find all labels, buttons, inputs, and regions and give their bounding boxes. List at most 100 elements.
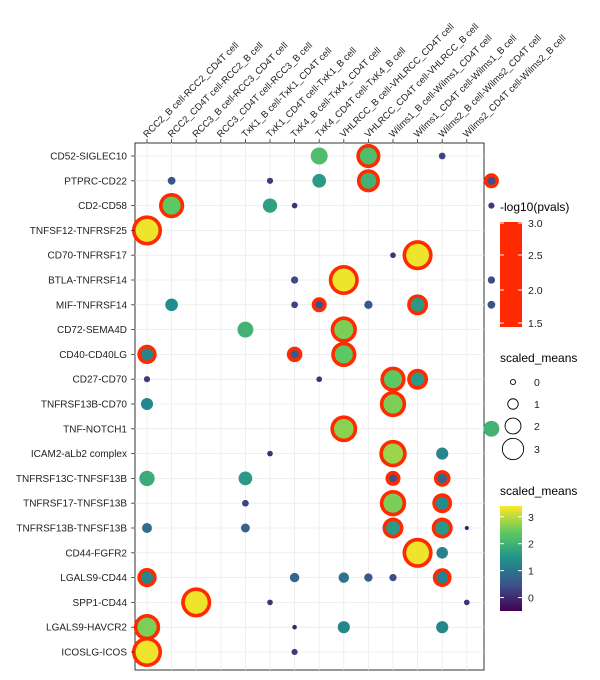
data-point [410,372,425,387]
legend-size-symbol [504,417,522,435]
data-point [487,176,496,185]
legend-size-label: 3 [534,444,540,456]
data-point [389,474,397,483]
data-point [337,621,350,634]
data-point [315,300,324,309]
data-point [487,276,496,284]
y-tick-label: CD40-CD40LG [59,350,127,361]
y-tick-label: SPP1-CD44 [73,598,128,609]
data-point [360,172,377,189]
y-tick-label: BTLA-TNFRSF14 [48,276,127,287]
data-point [267,599,273,606]
data-point [437,473,447,484]
data-point [310,147,328,165]
y-tick-label: LGALS9-HAVCR2 [46,623,127,634]
data-point [266,177,274,184]
data-point [140,397,154,411]
data-points [131,143,500,668]
y-tick-label: ICOSLG-ICOS [61,648,127,659]
data-point [410,297,425,312]
data-point [334,320,354,340]
y-tick-label: PTPRC-CD22 [64,176,127,187]
y-tick-label: TNFRSF13B-TNFSF13B [16,524,127,535]
data-point [338,572,350,583]
y-tick-label: CD52-SIGLEC10 [50,152,127,163]
data-point [463,599,470,606]
data-point [438,152,446,160]
data-point [289,572,300,583]
legend-size-symbol [501,437,525,461]
y-tick-label: MIF-TNFRSF14 [56,300,128,311]
y-tick-label: ICAM2-aLb2 complex [31,449,127,460]
y-tick-label: TNFSF12-TNFRSF25 [30,226,128,237]
data-point [386,521,400,535]
legend-pvals: -log10(pvals) 3.0 2.5 2.0 1.5 [500,200,569,330]
data-point [291,301,298,309]
data-point [332,268,356,292]
data-point [436,621,449,634]
data-point [267,450,273,457]
legend-pvals-title: -log10(pvals) [500,200,569,214]
data-point [436,447,449,460]
y-tick-label: TNF-NOTCH1 [63,424,127,435]
data-point [406,243,430,267]
y-tick-label: TNFRSF17-TNFSF13B [23,499,127,510]
data-point [382,443,404,464]
data-point [142,523,152,533]
y-tick-label: CD27-CD70 [73,375,128,386]
data-point [290,350,299,359]
data-point [135,640,159,664]
data-point [316,376,323,383]
data-point [406,541,430,565]
legend-color-tick-label: 0 [528,593,534,605]
data-point [359,147,377,165]
y-tick-label: CD44-FGFR2 [65,548,127,559]
data-point [435,496,449,510]
legend-pvals-tick-label: 1.5 [528,318,543,330]
legend-color: scaled_means 3 2 1 0 [500,484,577,611]
data-point [139,470,155,487]
data-point [165,298,178,312]
data-point [487,300,496,309]
data-point [238,471,253,486]
data-point [140,571,154,584]
legend-size-label: 1 [534,399,540,411]
data-point [383,394,403,414]
y-tick-label: TNFRSF13B-CD70 [41,400,128,411]
data-point [162,196,181,215]
data-point [383,493,403,513]
legend-size: scaled_means 0 1 2 3 [500,351,577,461]
data-point [240,523,250,533]
data-point [167,176,176,185]
legend-color-tick-label: 1 [528,566,534,578]
y-tick-label: CD70-TNFRSF17 [48,251,128,262]
data-point [137,617,157,637]
data-point [483,420,500,437]
y-axis-tick-labels: CD52-SIGLEC10 PTPRC-CD22 CD2-CD58 TNFSF12-T… [16,152,135,659]
data-point [383,370,403,389]
data-point [436,547,448,559]
data-point [389,573,397,582]
legend-pvals-tick-label: 2.0 [528,285,543,297]
legend-size-label: 0 [534,377,540,389]
legend-pvals-bar [500,222,522,327]
legend-pvals-tick-label: 2.5 [528,250,543,262]
data-point [140,348,154,361]
legend-color-tick-label: 2 [528,539,534,551]
data-point [436,571,448,584]
data-point [364,573,373,582]
y-tick-label: CD72-SEMA4D [57,325,127,336]
data-point [135,218,159,242]
data-point [143,376,151,383]
legend-size-title: scaled_means [500,351,577,365]
data-point [334,345,353,364]
data-point [464,525,469,531]
data-point [291,202,298,209]
data-point [390,252,396,259]
data-point [290,276,299,284]
legend-size-symbol [507,398,519,410]
data-point [435,521,450,535]
legend-color-bar [500,506,522,611]
data-point [184,590,208,614]
